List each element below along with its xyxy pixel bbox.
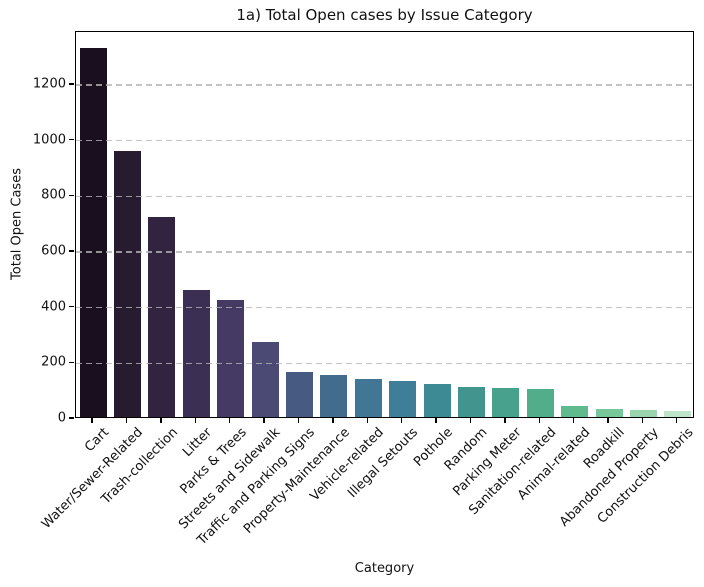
x-tick-label-cart: Cart: [81, 425, 112, 456]
bars-group: [76, 32, 693, 417]
x-tick-mark-6: [297, 418, 300, 423]
x-tick-mark-0: [91, 418, 93, 423]
bar-litter: [182, 290, 210, 417]
bar-streets-and-sidewalk: [251, 342, 279, 417]
y-tick-mark-800: [69, 194, 74, 196]
y-axis-label: Total Open Cases: [9, 168, 25, 280]
y-tick-label-200: 200: [41, 354, 66, 370]
x-tick-mark-11: [469, 418, 472, 423]
y-tick-label-600: 600: [41, 243, 66, 259]
bar-illegal-setouts: [389, 380, 417, 417]
x-tick-mark-10: [435, 418, 437, 423]
bar-random: [457, 387, 485, 417]
x-tick-mark-16: [641, 418, 644, 423]
x-tick-mark-1: [125, 418, 128, 423]
y-tick-label-0: 0: [57, 410, 66, 426]
x-tick-mark-14: [572, 418, 575, 423]
x-tick-mark-5: [263, 418, 265, 423]
bar-property-maintenance: [320, 374, 348, 417]
bar-construction-debris: [664, 411, 692, 417]
bar-vehicle-related: [354, 378, 382, 417]
plot-area: [75, 31, 694, 418]
x-tick-mark-9: [400, 418, 403, 423]
y-tick-label-800: 800: [41, 187, 66, 203]
bar-water-sewer-related: [114, 151, 142, 417]
y-tick-label-400: 400: [41, 299, 66, 315]
x-tick-mark-4: [229, 418, 231, 423]
x-axis-label: Category: [354, 561, 415, 576]
x-tick-mark-15: [607, 418, 609, 423]
bar-sanitation-related: [526, 389, 554, 417]
bar-parking-meter: [492, 387, 520, 417]
y-tick-mark-1000: [69, 138, 74, 141]
y-tick-label-1000: 1000: [32, 132, 66, 148]
y-tick-mark-600: [69, 250, 74, 252]
bar-trash-collection: [148, 216, 176, 417]
x-tick-mark-12: [504, 418, 506, 423]
bar-traffic-and-parking-signs: [286, 371, 314, 417]
x-tick-mark-8: [366, 418, 368, 423]
bar-cart: [79, 48, 107, 417]
chart-title: 1a) Total Open cases by Issue Category: [236, 6, 533, 24]
y-tick-mark-1200: [69, 83, 74, 85]
x-tick-mark-17: [676, 418, 678, 423]
x-tick-mark-2: [160, 418, 162, 423]
y-tick-mark-400: [69, 305, 74, 308]
bar-parks-trees: [217, 300, 245, 417]
bar-animal-related: [561, 406, 589, 417]
bar-roadkill: [595, 409, 623, 417]
x-tick-mark-7: [332, 418, 334, 423]
bar-pothole: [423, 383, 451, 417]
y-tick-label-1200: 1200: [32, 76, 66, 92]
x-tick-mark-3: [194, 418, 197, 423]
y-tick-mark-200: [69, 361, 74, 363]
x-tick-mark-13: [538, 418, 540, 423]
bar-abandoned-property: [629, 410, 657, 417]
y-tick-mark-0: [69, 417, 74, 419]
